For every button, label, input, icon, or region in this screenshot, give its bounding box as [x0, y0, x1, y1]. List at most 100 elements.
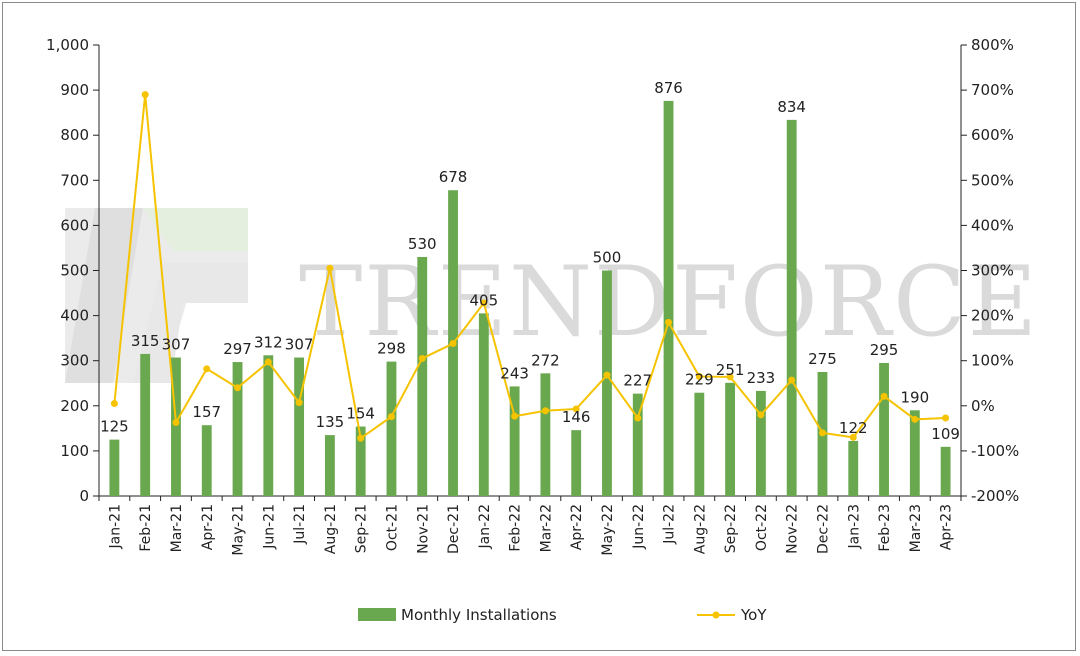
bar [232, 362, 243, 496]
yoy-line [113, 94, 946, 440]
x-tick-label: May-22 [600, 504, 616, 556]
yoy-point [141, 91, 149, 99]
bar-data-label: 227 [623, 372, 652, 390]
y-left-tick-label: 700 [60, 171, 89, 189]
bar-data-label: 297 [223, 340, 252, 358]
yoy-point [357, 434, 365, 442]
bar-data-label: 500 [593, 249, 622, 267]
bar [355, 426, 366, 496]
x-tick-label: Feb-21 [138, 504, 154, 552]
x-tick-label: Aug-22 [692, 504, 708, 554]
yoy-point [942, 414, 950, 422]
y-right-tick-label: 700% [971, 81, 1014, 99]
yoy-point [203, 365, 211, 373]
yoy-point [818, 429, 826, 437]
yoy-point [665, 318, 673, 326]
bar [171, 357, 181, 496]
x-tick-label: Mar-21 [169, 504, 185, 552]
combo-chart: TRENDFORCE 01002003004005006007008009001… [46, 36, 1037, 624]
y-left-tick-label: 600 [60, 216, 89, 234]
y-left-tick-label: 300 [60, 352, 89, 370]
bar [909, 410, 920, 496]
bar-data-label: 243 [500, 364, 529, 382]
bar-data-label: 530 [408, 235, 437, 253]
x-tick-label: Apr-23 [939, 504, 955, 550]
y-right-tick-label: -200% [971, 487, 1019, 505]
yoy-point [726, 373, 734, 381]
bar [540, 373, 551, 496]
yoy-point [695, 372, 703, 380]
bar [324, 435, 335, 496]
bar [294, 357, 305, 496]
bar [632, 393, 643, 496]
y-right-tick-label: 0% [971, 397, 995, 415]
bar-data-label: 190 [901, 388, 930, 406]
bar [663, 100, 674, 496]
yoy-point [634, 414, 642, 422]
yoy-point [757, 411, 765, 419]
yoy-point [326, 264, 334, 272]
yoy-point [788, 376, 796, 384]
legend-swatch-installations [358, 608, 396, 621]
bar-data-label: 272 [531, 351, 560, 369]
bar-data-label: 405 [470, 291, 499, 309]
bar [571, 430, 582, 496]
bar-data-label: 315 [131, 332, 160, 350]
bar-data-label: 157 [192, 403, 221, 421]
bar-data-label: 876 [654, 79, 683, 97]
x-tick-label: Nov-22 [785, 504, 801, 554]
y-left-tick-label: 900 [60, 81, 89, 99]
y-left-tick-label: 200 [60, 397, 89, 415]
bar [386, 361, 397, 496]
bar [478, 313, 489, 496]
x-tick-label: Jan-21 [107, 504, 123, 549]
yoy-point [541, 407, 549, 415]
yoy-point [418, 354, 426, 362]
yoy-point [911, 415, 919, 423]
x-tick-label: Mar-22 [538, 504, 554, 552]
x-tick-label: Dec-21 [446, 504, 462, 554]
y-right-tick-label: 800% [971, 36, 1014, 54]
x-tick-label: Jan-23 [846, 504, 862, 549]
bar-data-label: 251 [716, 361, 745, 379]
x-tick-label: Jun-22 [631, 504, 647, 550]
yoy-point [603, 371, 611, 379]
bar [417, 256, 428, 496]
y-right-tick-label: 500% [971, 171, 1014, 189]
bar-data-label: 125 [100, 418, 129, 436]
bar [109, 439, 120, 496]
bar-data-label: 295 [870, 341, 899, 359]
bar-data-label: 307 [285, 336, 314, 354]
y-right-tick-label: 100% [971, 352, 1014, 370]
x-axis-ticks: Jan-21 Feb-21 Mar-21 Apr-21 May-21 Jun-21 Jul-… [98, 496, 962, 556]
x-tick-label: Jun-21 [261, 504, 277, 550]
x-tick-label: Jan-22 [477, 504, 493, 549]
bar-data-label: 154 [346, 405, 375, 423]
yoy-point [295, 399, 303, 407]
bar [786, 119, 797, 496]
yoy-point [449, 340, 457, 348]
y-left-tick-label: 800 [60, 126, 89, 144]
yoy-point [234, 384, 242, 392]
yoy-point [387, 413, 395, 421]
legend-swatch-yoy-marker [712, 611, 720, 619]
bar-data-label: 275 [808, 350, 837, 368]
x-tick-label: Sep-21 [354, 504, 370, 553]
bar [509, 386, 520, 496]
y-right-tick-label: 600% [971, 126, 1014, 144]
y-left-tick-label: 500 [60, 262, 89, 280]
yoy-point [480, 299, 488, 307]
bar-data-label: 834 [777, 98, 806, 116]
x-tick-label: Feb-23 [877, 504, 893, 552]
x-tick-label: Nov-21 [415, 504, 431, 554]
bar-data-label: 312 [254, 333, 283, 351]
yoy-point [572, 405, 580, 413]
y-right-tick-label: 200% [971, 307, 1014, 325]
x-tick-label: Oct-22 [754, 504, 770, 551]
x-tick-label: Jul-21 [292, 504, 308, 545]
yoy-line-series [110, 91, 950, 442]
y-right-tick-label: 300% [971, 262, 1014, 280]
bar [263, 355, 274, 496]
